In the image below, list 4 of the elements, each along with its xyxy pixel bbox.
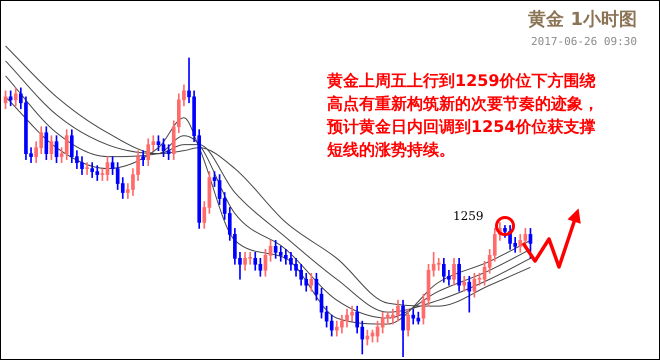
text: 黄金 1小时图 xyxy=(528,8,637,31)
text: 2017-06-26 09:30 xyxy=(531,35,637,48)
annotation: 黄金上周五上行到1259价位下方围绕高点有重新构筑新的次要节奏的迹象，预计黄金日内回调到1254价位获支撑短线的涨势持续。 xyxy=(327,70,600,161)
annotation: 1259 xyxy=(453,209,484,223)
